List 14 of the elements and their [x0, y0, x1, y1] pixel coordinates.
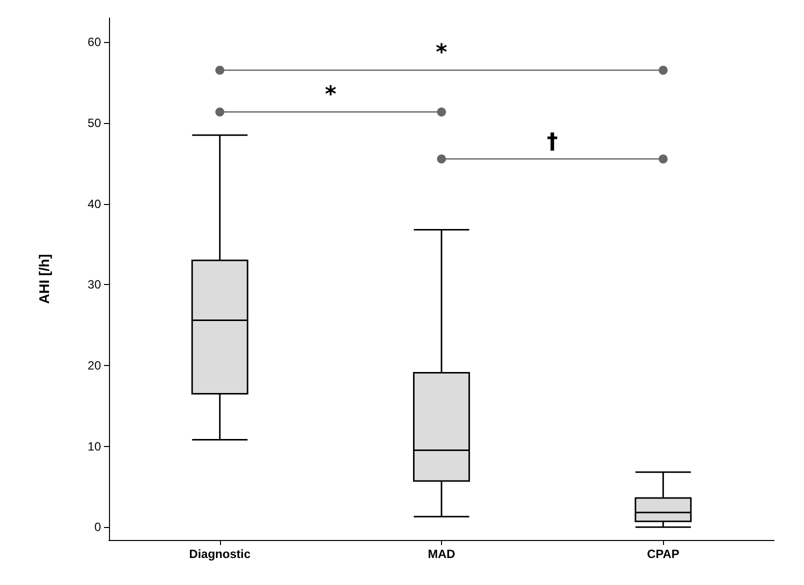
y-axis-title: AHI [/h] [36, 254, 52, 304]
x-tick-label: MAD [428, 547, 456, 561]
y-tick-label: 30 [88, 278, 102, 292]
y-tick-label: 20 [88, 358, 102, 372]
x-tick-label: Diagnostic [189, 547, 251, 561]
y-tick-label: 50 [88, 116, 102, 130]
y-tick-label: 40 [88, 196, 102, 211]
annotation: † [546, 129, 558, 154]
y-tick-label: 10 [88, 439, 102, 454]
y-tick-label: 0 [94, 520, 102, 534]
annotation: * [324, 82, 337, 108]
annotation: * [436, 40, 448, 66]
x-tick-label: CPAP [646, 547, 680, 561]
y-tick-label: 60 [88, 35, 102, 50]
